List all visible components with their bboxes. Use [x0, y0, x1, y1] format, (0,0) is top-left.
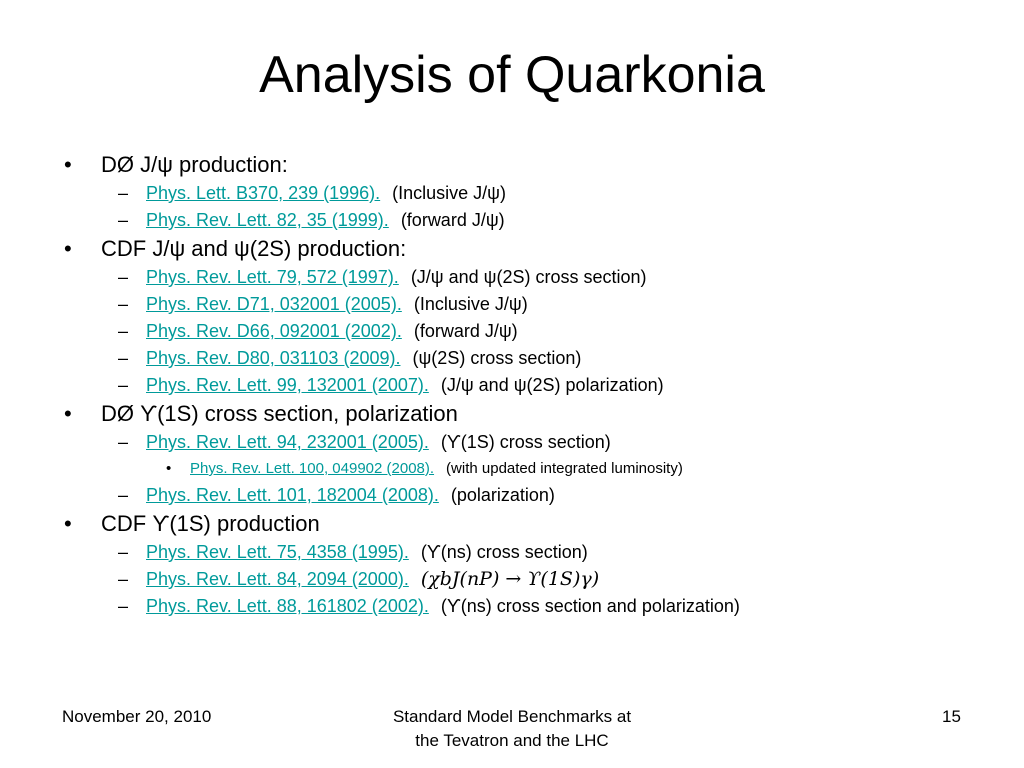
- item-text: Phys. Rev. Lett. 101, 182004 (2008). (pol…: [146, 482, 555, 509]
- list-item: – Phys. Lett. B370, 239 (1996). (Inclusive…: [0, 180, 1024, 207]
- footer-line: Standard Model Benchmarks at: [392, 707, 632, 726]
- reference-link[interactable]: Phys. Rev. Lett. 100, 049902 (2008).: [190, 460, 435, 477]
- reference-note: (with updated integrated luminosity): [446, 460, 683, 477]
- section-heading: CDF J/ψ and ψ(2S) production:: [101, 236, 407, 261]
- reference-note: (ϒ(ns) cross section and polarization): [440, 596, 740, 616]
- bullet: •: [64, 236, 72, 261]
- footer-center: Standard Model Benchmarks at the Tevatro…: [312, 705, 712, 753]
- reference-note: (ψ(2S) cross section): [412, 348, 582, 368]
- list-item: – Phys. Rev. Lett. 79, 572 (1997). (J/ψ an…: [0, 264, 1024, 291]
- reference-note: (J/ψ and ψ(2S) polarization): [440, 375, 664, 395]
- item-text: Phys. Rev. Lett. 99, 132001 (2007). (J/ψ …: [146, 372, 664, 399]
- section-bullet: • CDF J/ψ and ψ(2S) production:: [0, 234, 1024, 264]
- item-text: Phys. Lett. B370, 239 (1996). (Inclusive …: [146, 180, 506, 207]
- item-text: Phys. Rev. Lett. 75, 4358 (1995). (ϒ(ns) …: [146, 539, 588, 566]
- slide-body: • DØ J/ψ production: – Phys. Lett. B370, 23…: [0, 150, 1024, 620]
- list-item: – Phys. Rev. Lett. 99, 132001 (2007). (J/ψ…: [0, 372, 1024, 399]
- reference-note: (χbJ(nP) → ϒ(1S)γ): [420, 568, 600, 590]
- page-number: 15: [942, 707, 961, 726]
- list-item: – Phys. Rev. Lett. 82, 35 (1999). (forward…: [0, 207, 1024, 234]
- reference-note: (ϒ(1S) cross section): [440, 432, 611, 452]
- section-heading: CDF ϒ(1S) production: [101, 511, 320, 536]
- list-marker: –: [118, 348, 129, 368]
- reference-note: (forward J/ψ): [400, 210, 505, 230]
- item-text: Phys. Rev. Lett. 82, 35 (1999). (forward …: [146, 207, 505, 234]
- reference-link[interactable]: Phys. Rev. Lett. 75, 4358 (1995).: [146, 542, 409, 562]
- item-text: Phys. Rev. Lett. 88, 161802 (2002). (ϒ(ns…: [146, 593, 740, 620]
- reference-link[interactable]: Phys. Lett. B370, 239 (1996).: [146, 183, 381, 203]
- list-item: – Phys. Rev. Lett. 84, 2094 (2000). (χbJ(n…: [0, 566, 1024, 593]
- list-item: – Phys. Rev. Lett. 88, 161802 (2002). (ϒ(n…: [0, 593, 1024, 620]
- footer-line: the Tevatron and the LHC: [415, 731, 609, 750]
- list-item: – Phys. Rev. Lett. 101, 182004 (2008). (po…: [0, 482, 1024, 509]
- list-item: • Phys. Rev. Lett. 100, 049902 (2008). (wi…: [0, 456, 1024, 482]
- reference-link[interactable]: Phys. Rev. Lett. 99, 132001 (2007).: [146, 375, 429, 395]
- reference-link[interactable]: Phys. Rev. D80, 031103 (2009).: [146, 348, 401, 368]
- section-heading: DØ J/ψ production:: [101, 152, 288, 177]
- reference-note: (Inclusive J/ψ): [413, 294, 528, 314]
- item-text: Phys. Rev. D80, 031103 (2009). (ψ(2S) cro…: [146, 345, 581, 372]
- slide-title: Analysis of Quarkonia: [259, 46, 765, 104]
- list-marker: –: [118, 210, 129, 230]
- list-marker: –: [118, 542, 129, 562]
- list-marker: –: [118, 596, 129, 616]
- list-item: – Phys. Rev. D66, 092001 (2002). (forward …: [0, 318, 1024, 345]
- list-marker: –: [118, 321, 129, 341]
- reference-note: (ϒ(ns) cross section): [420, 542, 588, 562]
- list-marker: –: [118, 569, 129, 589]
- list-item: – Phys. Rev. Lett. 94, 232001 (2005). (ϒ(1…: [0, 429, 1024, 456]
- item-text: Phys. Rev. Lett. 94, 232001 (2005). (ϒ(1S…: [146, 429, 611, 456]
- list-marker: –: [118, 432, 129, 452]
- section-bullet: • CDF ϒ(1S) production: [0, 509, 1024, 539]
- list-marker: –: [118, 267, 129, 287]
- reference-note: (Inclusive J/ψ): [392, 183, 507, 203]
- item-text: Phys. Rev. D66, 092001 (2002). (forward J…: [146, 318, 518, 345]
- footer-date: November 20, 2010: [62, 707, 212, 726]
- bullet: •: [64, 511, 72, 536]
- reference-link[interactable]: Phys. Rev. Lett. 101, 182004 (2008).: [146, 485, 439, 505]
- section-heading: DØ ϒ(1S) cross section, polarization: [101, 401, 458, 426]
- reference-link[interactable]: Phys. Rev. Lett. 79, 572 (1997).: [146, 267, 399, 287]
- reference-link[interactable]: Phys. Rev. D66, 092001 (2002).: [146, 321, 402, 341]
- item-text: Phys. Rev. D71, 032001 (2005). (Inclusive…: [146, 291, 528, 318]
- reference-note: (polarization): [450, 485, 555, 505]
- list-marker: •: [166, 460, 172, 477]
- list-marker: –: [118, 375, 129, 395]
- reference-link[interactable]: Phys. Rev. Lett. 88, 161802 (2002).: [146, 596, 429, 616]
- list-item: – Phys. Rev. D71, 032001 (2005). (Inclusiv…: [0, 291, 1024, 318]
- item-text: Phys. Rev. Lett. 84, 2094 (2000). (χbJ(nP…: [146, 566, 599, 593]
- bullet: •: [64, 401, 72, 426]
- reference-link[interactable]: Phys. Rev. Lett. 84, 2094 (2000).: [146, 569, 409, 589]
- section-bullet: • DØ ϒ(1S) cross section, polarization: [0, 399, 1024, 429]
- item-text: Phys. Rev. Lett. 79, 572 (1997). (J/ψ and…: [146, 264, 647, 291]
- item-text: Phys. Rev. Lett. 100, 049902 (2008). (wit…: [190, 456, 683, 482]
- section-bullet: • DØ J/ψ production:: [0, 150, 1024, 180]
- bullet: •: [64, 152, 72, 177]
- reference-note: (J/ψ and ψ(2S) cross section): [410, 267, 647, 287]
- list-marker: –: [118, 485, 129, 505]
- reference-link[interactable]: Phys. Rev. D71, 032001 (2005).: [146, 294, 402, 314]
- reference-link[interactable]: Phys. Rev. Lett. 94, 232001 (2005).: [146, 432, 429, 452]
- list-item: – Phys. Rev. Lett. 75, 4358 (1995). (ϒ(ns)…: [0, 539, 1024, 566]
- reference-link[interactable]: Phys. Rev. Lett. 82, 35 (1999).: [146, 210, 389, 230]
- reference-note: (forward J/ψ): [413, 321, 518, 341]
- list-item: – Phys. Rev. D80, 031103 (2009). (ψ(2S) cr…: [0, 345, 1024, 372]
- list-marker: –: [118, 294, 129, 314]
- list-marker: –: [118, 183, 129, 203]
